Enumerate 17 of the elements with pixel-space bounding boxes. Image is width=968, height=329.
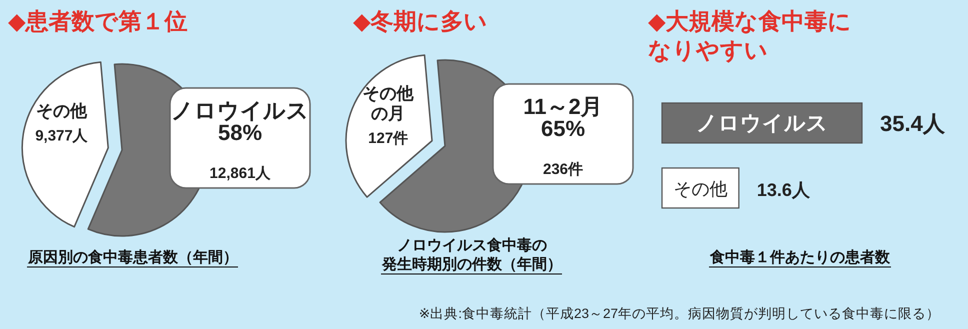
slice-label: その他: [36, 101, 88, 120]
chart-title: ◆患者数で第１位: [8, 8, 188, 34]
slice-label: その他の月: [362, 84, 415, 124]
text: ※出典:食中毒統計（平成23～27年の平均。病因物質が判明している食中毒に限る）: [418, 306, 940, 321]
data-label: 58% 12,861人: [210, 120, 272, 182]
chart-title: ◆冬期に多い: [353, 8, 488, 34]
data-label: 35.4人: [880, 111, 946, 136]
data-label: 127件: [368, 130, 408, 148]
slice-label: ノロウイルス: [171, 98, 309, 123]
data-label: 13.6人: [756, 180, 811, 200]
text: 原因別の食中毒患者数（年間）: [27, 249, 238, 266]
text: ノロウイルス食中毒の発生時期別の件数（年間）: [381, 237, 562, 273]
data-label: 9,377人: [35, 127, 89, 144]
slice-label: 11～2月: [523, 94, 603, 119]
chart-title: ◆大規模な食中毒になりやすい: [648, 8, 852, 63]
data-label: 65% 236件: [540, 116, 586, 178]
x-axis-title: 食中毒１件あたりの患者数: [709, 249, 891, 266]
